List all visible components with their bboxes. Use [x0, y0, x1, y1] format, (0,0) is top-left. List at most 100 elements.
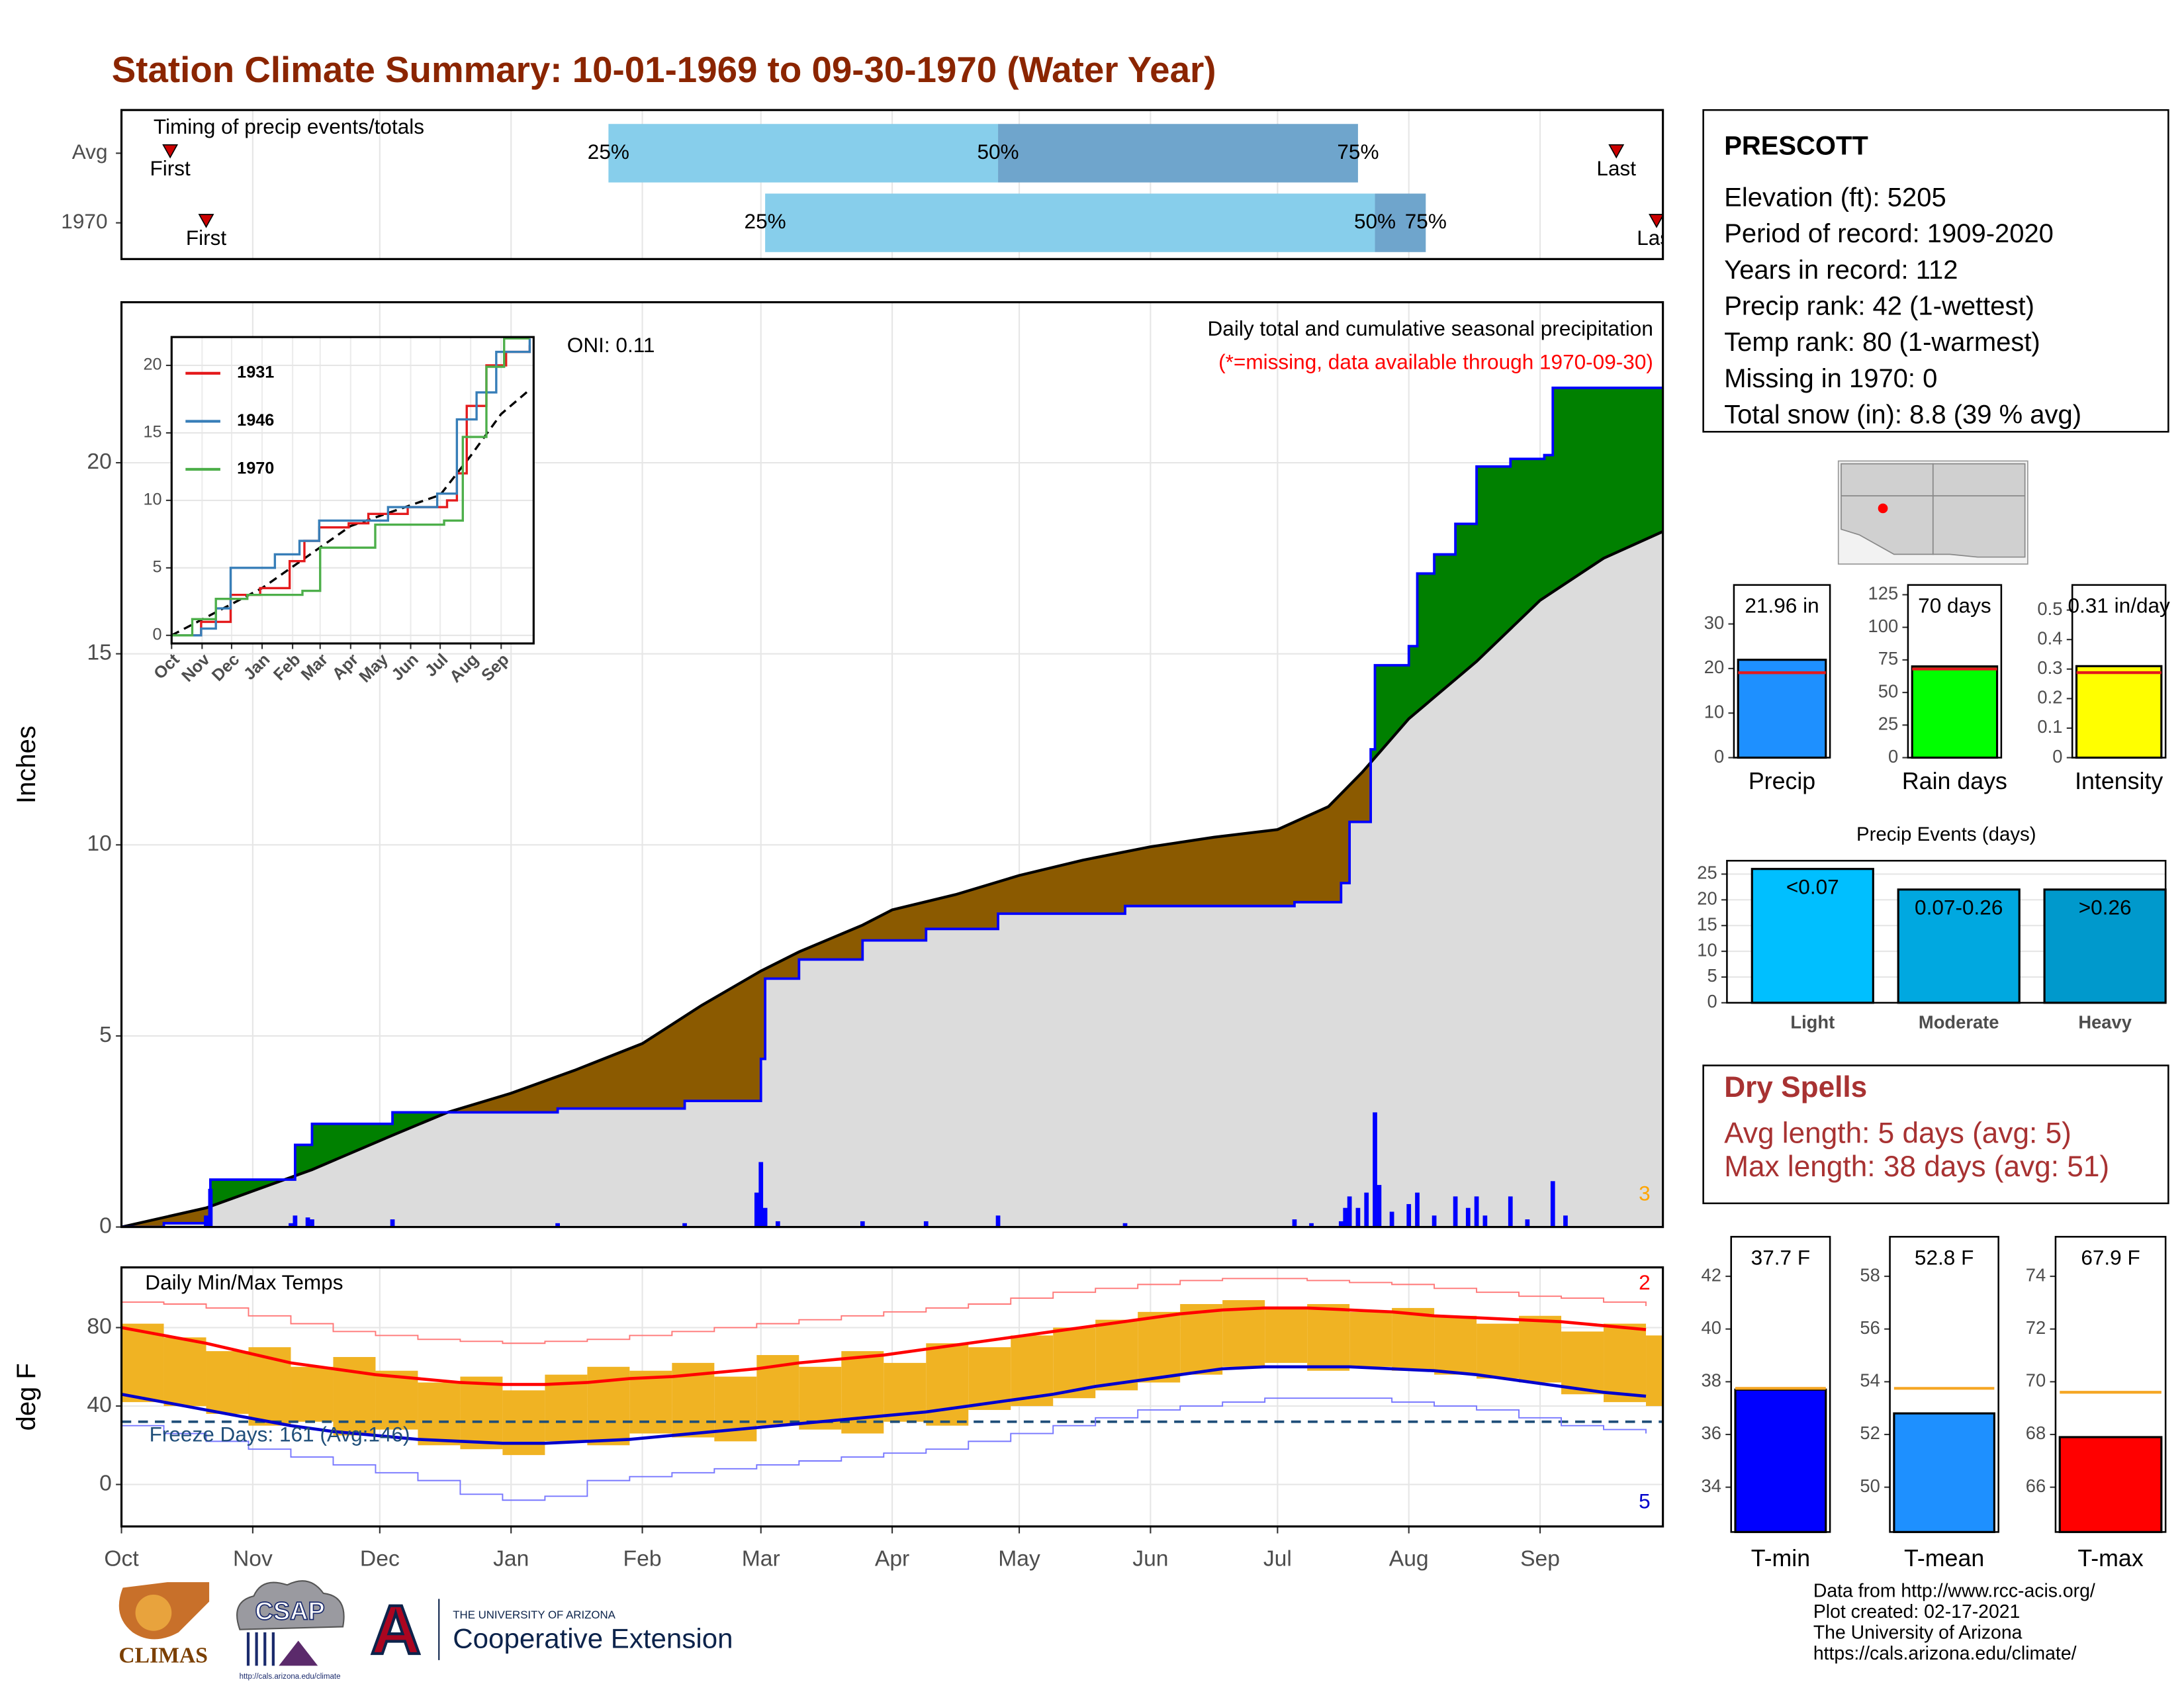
plot-frame — [120, 109, 1664, 260]
daily-range-bar — [1561, 1331, 1604, 1395]
station-info: Years in record: 112 — [1724, 256, 1958, 285]
x-tick-label: Oct — [104, 1546, 139, 1571]
daily-range-bar — [206, 1351, 249, 1414]
event-label: First — [150, 156, 191, 180]
y-tick-label: 5 — [153, 558, 162, 577]
y-tick-label: 42 — [1702, 1264, 1721, 1285]
quartile-bar — [1375, 193, 1426, 252]
x-tick-label: May — [998, 1546, 1040, 1571]
x-tick-label: Jul — [1263, 1546, 1292, 1571]
daily-bar — [1309, 1223, 1314, 1227]
daily-bar — [1415, 1192, 1420, 1227]
daily-range-bar — [1604, 1323, 1647, 1403]
daily-bar — [758, 1162, 764, 1227]
x-tick-label: Sep — [1520, 1546, 1560, 1571]
credit-line: Data from http://www.rcc-acis.org/ — [1813, 1580, 2095, 1601]
category-label: Heavy — [2078, 1012, 2132, 1033]
bar — [1897, 888, 2021, 1004]
climas-text: CLIMAS — [118, 1643, 208, 1667]
y-tick-label: 15 — [87, 641, 111, 665]
bar — [2043, 888, 2167, 1004]
dry-spell-info: Max length: 38 days (avg: 51) — [1724, 1150, 2109, 1183]
quartile-label: 25% — [588, 140, 629, 164]
station-info: Precip rank: 42 (1-wettest) — [1724, 292, 2034, 321]
y-tick-label: 0.3 — [2037, 657, 2062, 678]
y-tick-label: 50 — [1878, 680, 1898, 701]
category-label: Moderate — [1919, 1012, 1999, 1033]
y-tick-label: 10 — [1704, 701, 1724, 722]
y-tick-label: 0.1 — [2037, 716, 2062, 737]
y-tick-label: 100 — [1868, 616, 1899, 636]
dry-spells-title: Dry Spells — [1724, 1071, 1867, 1103]
row-label: Avg — [72, 140, 108, 164]
y-tick-label: 0 — [99, 1213, 112, 1238]
y-tick-label: 30 — [1704, 612, 1724, 633]
x-tick-label: Apr — [875, 1546, 909, 1571]
station-info: Total snow (in): 8.8 (39 % avg) — [1724, 400, 2081, 430]
daily-bar — [1347, 1196, 1352, 1227]
main-title: Station Climate Summary: 10-01-1969 to 0… — [112, 49, 1216, 90]
daily-bar — [1292, 1219, 1297, 1227]
credit-line: Plot created: 02-17-2021 — [1813, 1601, 2021, 1622]
category-label: T-min — [1751, 1545, 1810, 1571]
daily-range-bar — [926, 1343, 969, 1426]
y-tick-label: 25 — [1697, 863, 1717, 883]
legend-label: 1946 — [237, 411, 274, 430]
daily-range-bar — [1392, 1307, 1435, 1371]
daily-bar — [289, 1223, 293, 1227]
x-tick-label: Jun — [1132, 1546, 1168, 1571]
daily-range-bar — [629, 1370, 672, 1434]
daily-range-bar — [291, 1366, 334, 1422]
daily-range-bar — [545, 1374, 588, 1442]
map-state — [1932, 463, 2026, 558]
daily-range-bar — [163, 1337, 206, 1407]
daily-bar — [208, 1188, 213, 1227]
y-tick-label: 0.4 — [2037, 628, 2062, 648]
plot-frame — [170, 336, 535, 645]
y-tick-label: 74 — [2026, 1264, 2046, 1285]
daily-bar — [1525, 1219, 1530, 1227]
panel-title: Precip Events (days) — [1856, 823, 2036, 845]
y-tick-label: 5 — [99, 1023, 112, 1047]
y-tick-label: 10 — [1697, 939, 1717, 960]
dry-spell-info: Avg length: 5 days (avg: 5) — [1724, 1117, 2071, 1149]
logos: CLIMAS CSAP http://cals.arizona.edu/clim… — [118, 1580, 733, 1681]
y-axis-label: Inches — [12, 726, 41, 804]
event-marker — [1649, 214, 1663, 228]
station-box — [1702, 109, 2169, 433]
row-label: 1970 — [61, 209, 107, 233]
daily-bar — [1453, 1196, 1458, 1227]
station-info: Period of record: 1909-2020 — [1724, 219, 2054, 248]
category-label: Precip — [1749, 768, 1815, 794]
x-tick-label: Feb — [623, 1546, 662, 1571]
daily-range-bar — [1519, 1315, 1562, 1383]
daily-range-bar — [1477, 1323, 1520, 1379]
x-tick-label: Aug — [1389, 1546, 1429, 1571]
quartile-label: 50% — [1354, 209, 1396, 233]
daily-bar — [1389, 1211, 1394, 1227]
daily-bar — [1364, 1192, 1369, 1227]
y-tick-label: 72 — [2026, 1317, 2046, 1338]
daily-bar — [1465, 1207, 1471, 1227]
credit-line: The University of Arizona — [1813, 1622, 2023, 1643]
ua-name: THE UNIVERSITY OF ARIZONA — [453, 1609, 615, 1621]
locator-map — [1837, 460, 2028, 565]
daily-range-bar — [1434, 1315, 1477, 1375]
bar — [1893, 1412, 1995, 1533]
year-line — [171, 338, 531, 637]
quartile-bar — [998, 124, 1358, 183]
panel-title: Timing of precip events/totals — [154, 115, 424, 138]
climas-logo — [135, 1595, 172, 1631]
freeze-label: Freeze Days: 161 (Avg:146) — [150, 1423, 410, 1446]
y-tick-label: 125 — [1868, 583, 1899, 604]
y-tick-label: 40 — [1702, 1317, 1721, 1338]
event-label: First — [186, 226, 227, 250]
y-tick-label: 20 — [1697, 888, 1717, 909]
y-tick-label: 20 — [1704, 657, 1724, 677]
bar-label: <0.07 — [1786, 874, 1839, 898]
daily-bar — [305, 1217, 310, 1227]
daily-range-bar — [968, 1347, 1011, 1410]
bar — [1737, 659, 1827, 759]
y-tick-label: 15 — [143, 423, 161, 442]
